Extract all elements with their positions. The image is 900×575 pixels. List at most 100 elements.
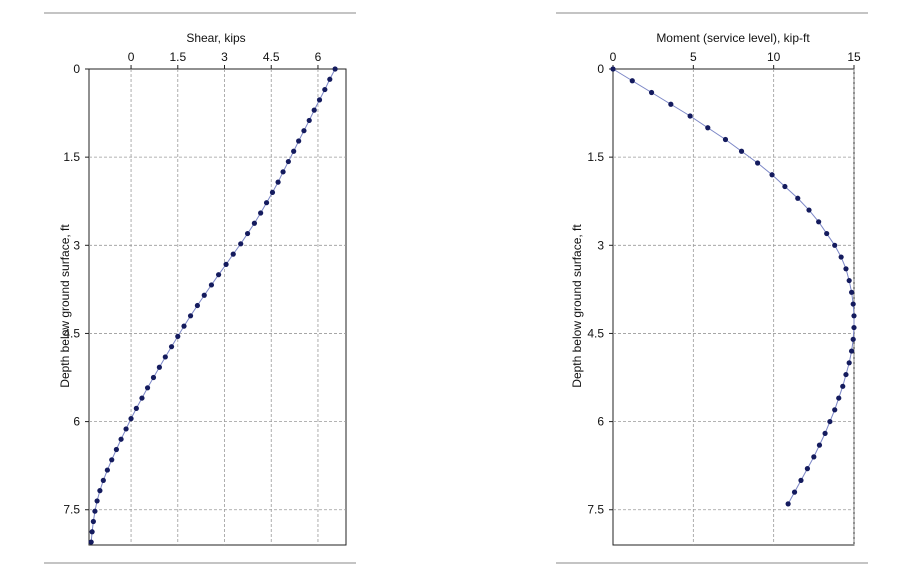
y-tick-label: 3: [73, 238, 80, 252]
moment-data-point: [610, 66, 616, 72]
x-tick-label: 3: [221, 50, 228, 64]
shear-data-point: [301, 128, 307, 134]
shear-data-point: [175, 333, 181, 339]
shear-chart: Shear, kips Depth below ground surface, …: [58, 31, 347, 546]
shear-data-point: [296, 138, 302, 144]
moment-data-point: [843, 266, 849, 272]
moment-data-point: [848, 289, 855, 295]
shear-data-point: [109, 457, 115, 463]
moment-data-point: [832, 242, 838, 248]
shear-data-point: [100, 477, 106, 483]
shear-data-point: [322, 86, 328, 93]
shear-data-point: [168, 344, 175, 350]
y-tick-label: 7.5: [587, 503, 604, 517]
moment-data-point: [816, 219, 822, 225]
shear-data-point: [123, 426, 129, 432]
moment-data-point: [851, 324, 857, 331]
y-tick-label: 7.5: [63, 503, 80, 517]
moment-data-point: [722, 136, 729, 143]
shear-plot-area: 0 1.5 3 4.5 6 0 1.5 3 4.5 6 7.5: [63, 50, 347, 546]
moment-data-point: [846, 360, 852, 366]
moment-data-point: [851, 313, 857, 319]
moment-data-point: [848, 348, 855, 354]
shear-data-point: [280, 169, 286, 175]
shear-data-point: [263, 200, 270, 206]
y-tick-label: 0: [73, 62, 80, 76]
y-tick-label: 6: [73, 415, 80, 429]
x-tick-label: 1.5: [169, 50, 186, 64]
shear-data-point: [97, 488, 103, 494]
moment-data-point: [843, 371, 849, 378]
shear-data-point: [181, 323, 187, 329]
shear-data-point: [92, 508, 98, 514]
moment-data-point: [816, 442, 823, 448]
moment-data-point: [755, 160, 761, 166]
shear-data-point: [94, 498, 100, 504]
y-tick-label: 4.5: [587, 326, 604, 340]
shear-data-point: [128, 416, 134, 422]
y-tick-label: 0: [597, 62, 604, 76]
shear-data-point: [139, 395, 145, 401]
x-tick-label: 10: [767, 50, 781, 64]
moment-data-point: [804, 466, 811, 472]
moment-data-point: [705, 125, 711, 131]
shear-data-point: [311, 107, 317, 113]
moment-plot-frame: [612, 68, 855, 546]
x-tick-label: 5: [690, 50, 697, 64]
y-axis-title: Depth below ground surface, ft: [58, 224, 72, 388]
shear-data-point: [194, 302, 201, 309]
moment-data-point: [840, 383, 846, 389]
shear-data-point: [89, 529, 95, 535]
moment-data-point: [648, 89, 655, 96]
shear-data-point: [156, 364, 162, 370]
shear-data-point: [208, 282, 215, 288]
shear-data-point: [306, 117, 312, 124]
moment-data-point: [782, 183, 788, 190]
moment-data-point: [811, 454, 817, 460]
x-axis-title: Shear, kips: [186, 31, 245, 45]
moment-data-point: [806, 207, 812, 213]
y-tick-label: 1.5: [63, 150, 80, 164]
moment-data-point: [798, 477, 804, 483]
shear-data-point: [113, 446, 120, 453]
moment-data-point: [850, 336, 856, 342]
shear-data-point: [327, 76, 333, 82]
moment-data-point: [836, 395, 842, 401]
moment-data-point: [629, 78, 635, 84]
y-tick-label: 1.5: [587, 150, 604, 164]
moment-data-point: [850, 301, 856, 307]
moment-data-point: [822, 430, 828, 436]
moment-data-point: [668, 101, 674, 107]
moment-data-point: [687, 113, 693, 119]
moment-plot-area: 0 5 10 15 0 1.5 3 4.5 6 7.5: [587, 50, 861, 546]
y-tick-label: 6: [597, 415, 604, 429]
moment-data-point: [795, 195, 801, 201]
shear-data-point: [316, 97, 323, 103]
x-tick-label: 0: [128, 50, 135, 64]
shear-data-point: [275, 179, 281, 185]
moment-data-point: [738, 148, 745, 154]
shear-data-point: [291, 148, 297, 154]
y-axis-title: Depth below ground surface, ft: [570, 224, 584, 388]
shear-data-point: [187, 313, 194, 319]
moment-data-point: [846, 277, 852, 284]
shear-data-point: [269, 189, 276, 196]
shear-data-point: [150, 374, 157, 381]
shear-data-point: [332, 66, 338, 72]
shear-data-point: [223, 261, 229, 267]
moment-data-point: [769, 172, 775, 178]
shear-plot-frame: [88, 68, 347, 546]
moment-data-point: [827, 418, 833, 425]
x-tick-label: 0: [610, 50, 617, 64]
y-tick-label: 4.5: [63, 326, 80, 340]
shear-data-point: [230, 251, 236, 257]
shear-data-point: [285, 158, 291, 165]
shear-data-point: [238, 241, 244, 247]
shear-data-point: [88, 539, 94, 545]
moment-data-point: [791, 489, 798, 495]
x-axis-title: Moment (service level), kip-ft: [656, 31, 810, 45]
moment-data-point: [832, 407, 838, 413]
x-tick-label: 6: [315, 50, 322, 64]
shear-data-point: [144, 385, 151, 391]
